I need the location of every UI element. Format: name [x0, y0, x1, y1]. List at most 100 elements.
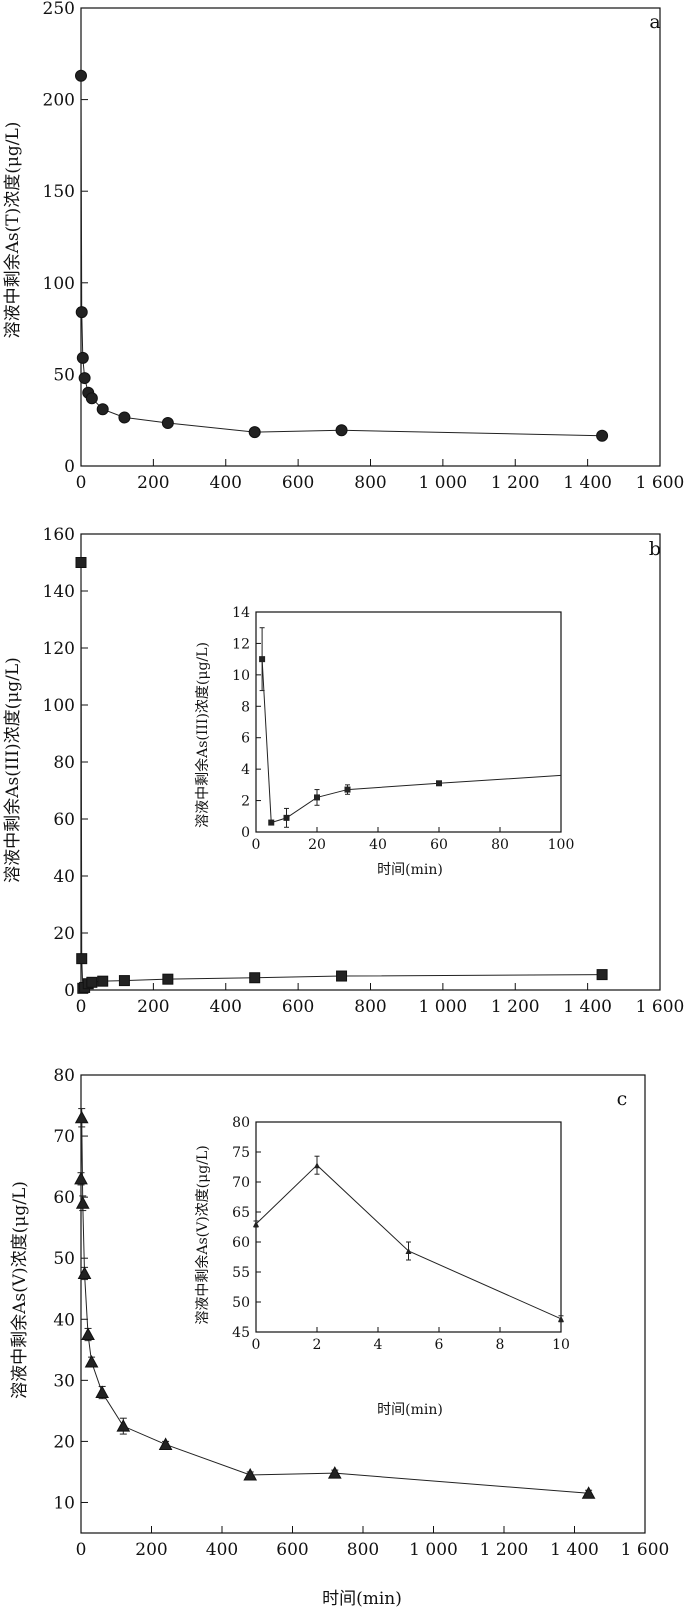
panel-a-data-point: [76, 351, 89, 364]
panel-a-x-tick-label: 200: [137, 473, 169, 493]
panel-a-x-tick-label: 800: [354, 473, 386, 493]
panel-c-data-point: [158, 1437, 173, 1450]
panel-b-x-tick-label: 400: [210, 997, 242, 1017]
panel-c-x-tick-label: 1 400: [550, 1540, 599, 1560]
inset-b-data-point: [259, 656, 266, 663]
inset-y-axis-title-b: 溶液中剩余As(III)浓度(μg/L): [194, 642, 211, 828]
panel-b-data-point: [118, 975, 130, 987]
inset-b-data-point: [436, 780, 442, 787]
inset-c-y-tick-label: 80: [232, 1115, 250, 1131]
panel-b-y-tick-label: 20: [53, 924, 75, 944]
inset-b-y-tick-label: 10: [232, 668, 250, 684]
panel-a-y-tick-label: 50: [53, 365, 75, 385]
panel-b-x-tick-label: 1 600: [636, 997, 685, 1017]
panel-a-data-point: [85, 392, 98, 405]
inset-c-x-tick-label: 10: [552, 1337, 570, 1353]
panel-c-y-tick-label: 40: [53, 1310, 75, 1330]
panel-b-data-point: [86, 976, 98, 988]
panel-c-x-tick-label: 800: [347, 1540, 379, 1560]
panel-b-x-tick-label: 1 400: [563, 997, 612, 1017]
chart-panel-a: 0 200 400 600 800 1 000 1 200 1 400 1 600 0 50 100 1…: [3, 0, 684, 493]
panel-c-data-point: [327, 1466, 342, 1479]
inset-b-y-tick-label: 12: [232, 636, 250, 652]
inset-c-y-tick-label: 70: [232, 1175, 250, 1191]
inset-b-data-point: [283, 814, 290, 821]
panel-a-x-tick-label: 0: [76, 473, 87, 493]
panel-a-series-line: [80, 75, 603, 437]
panel-a-y-tick-label: 250: [43, 0, 75, 19]
inset-b-x-tick-label: 40: [369, 837, 387, 853]
panel-c-y-tick-label: 20: [53, 1432, 75, 1452]
panel-b-x-tick-label: 200: [137, 997, 169, 1017]
panel-b-data-point: [75, 557, 87, 568]
inset-b-x-tick-label: 0: [252, 837, 261, 853]
inset-c-y-tick-label: 50: [232, 1295, 250, 1311]
inset-b-plot-frame: [255, 611, 562, 833]
panel-c-data-point: [581, 1486, 596, 1499]
panel-b-y-tick-label: 100: [43, 696, 75, 716]
chart-inset-c: 0 2 4 6 8 10 45 50 55 60 65 70 75 80 溶液中剩余As(V)浓度(μg/L…: [194, 1115, 570, 1418]
inset-c-y-tick-label: 55: [232, 1265, 250, 1281]
panel-c-y-tick-label: 70: [53, 1127, 75, 1147]
panel-a-x-tick-label: 600: [282, 473, 314, 493]
panel-a-x-tick-label: 1 400: [563, 473, 612, 493]
inset-b-y-tick-label: 4: [241, 762, 250, 778]
panel-a-y-tick-label: 150: [43, 182, 75, 202]
panel-c-data-point: [116, 1419, 131, 1432]
panel-a-data-point: [75, 69, 87, 82]
panel-a-plot-frame: [80, 7, 661, 467]
panel-a-data-point: [248, 426, 261, 439]
panel-label-a: a: [649, 11, 660, 33]
panel-c-data-point: [74, 1171, 88, 1185]
panel-c-y-tick-label: 30: [53, 1371, 75, 1391]
panel-a-y-tick-label: 200: [43, 91, 75, 111]
inset-c-x-tick-label: 0: [252, 1337, 261, 1353]
panel-a-data-point: [596, 429, 609, 442]
panel-b-x-tick-label: 800: [354, 997, 386, 1017]
inset-c-series-line: [255, 1164, 562, 1320]
panel-a-data-point: [78, 372, 91, 385]
inset-c-data-point: [558, 1315, 564, 1322]
panel-c-data-point: [77, 1266, 92, 1279]
panel-b-y-tick-label: 80: [53, 753, 75, 773]
inset-c-y-tick-label: 60: [232, 1235, 250, 1251]
inset-c-plot-frame: [255, 1121, 562, 1333]
panel-c-data-point: [81, 1327, 95, 1341]
panel-b-data-point: [97, 975, 109, 987]
panel-c-data-point: [74, 1110, 89, 1124]
inset-b-x-tick-label: 20: [308, 837, 326, 853]
inset-b-y-tick-label: 6: [241, 731, 250, 747]
inset-c-x-tick-label: 8: [496, 1337, 505, 1353]
panel-c-x-tick-label: 0: [76, 1540, 87, 1560]
inset-b-x-tick-label: 100: [548, 837, 575, 853]
panel-b-y-tick-label: 40: [53, 867, 75, 887]
panel-a-y-tick-label: 0: [64, 457, 75, 477]
panel-b-x-tick-label: 1 200: [491, 997, 540, 1017]
panel-c-y-tick-label: 10: [53, 1493, 75, 1513]
panel-b-data-point: [336, 970, 348, 982]
panel-b-y-tick-label: 120: [43, 639, 75, 659]
inset-c-x-tick-label: 6: [435, 1337, 444, 1353]
panel-b-data-point: [162, 973, 174, 985]
panel-c-x-tick-label: 200: [135, 1540, 167, 1560]
panel-a-data-point: [118, 411, 131, 424]
y-axis-title-a: 溶液中剩余As(T)浓度(μg/L): [3, 122, 23, 339]
inset-c-data-point: [253, 1221, 259, 1227]
inset-b-data-point: [344, 786, 351, 793]
panel-b-x-tick-label: 0: [76, 997, 87, 1017]
panel-label-b: b: [649, 538, 661, 560]
panel-b-y-tick-label: 0: [64, 981, 75, 1001]
panel-c-data-point: [243, 1467, 258, 1481]
panel-c-data-point: [75, 1196, 90, 1209]
inset-b-y-tick-label: 8: [241, 699, 250, 715]
panel-b-x-tick-label: 1 000: [419, 997, 468, 1017]
panel-a-y-tick-label: 100: [43, 274, 75, 294]
panel-a-data-point: [96, 403, 109, 416]
inset-b-x-tick-label: 60: [430, 837, 448, 853]
panel-b-y-tick-label: 60: [53, 810, 75, 830]
chart-inset-b: 0 20 40 60 80 100 0 2 4 6 8 10 12 14 溶液中剩余As(III)浓度(μg…: [194, 605, 574, 878]
panel-c-x-tick-label: 400: [206, 1540, 238, 1560]
panel-c-x-tick-label: 1 200: [480, 1540, 529, 1560]
inset-c-data-point: [405, 1248, 412, 1254]
